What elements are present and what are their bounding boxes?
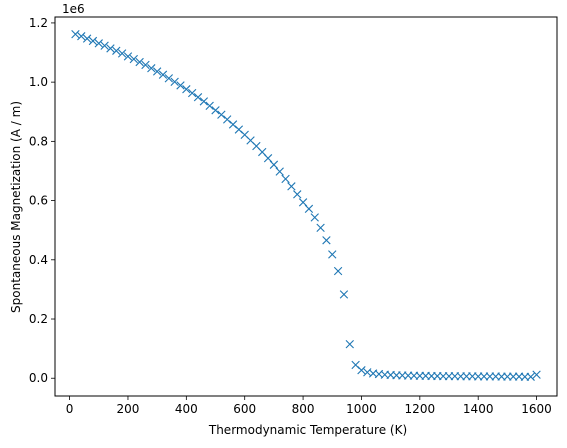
data-point [345, 339, 354, 349]
data-point [316, 223, 325, 233]
data-markers [71, 29, 541, 381]
data-point [182, 85, 191, 94]
x-tick-label: 400 [175, 402, 198, 416]
data-point [129, 54, 138, 64]
x-tick-label: 0 [66, 402, 74, 416]
data-point [293, 190, 302, 199]
data-point [82, 34, 92, 43]
data-point [100, 41, 109, 50]
data-point [187, 88, 197, 98]
data-point [281, 174, 290, 184]
data-point [123, 52, 133, 61]
data-point [141, 60, 150, 70]
data-point [77, 32, 86, 41]
data-point [170, 77, 179, 87]
x-tick-label: 1200 [405, 402, 436, 416]
y-axis-ticks: 0.0 0.2 0.4 0.6 0.8 1.0 1.2 [29, 16, 55, 385]
data-point [193, 93, 203, 102]
y-tick-label: 1.2 [29, 16, 48, 30]
y-tick-label: 1.0 [29, 75, 48, 89]
data-point [147, 64, 156, 73]
data-point [310, 213, 319, 222]
data-point [532, 370, 541, 379]
data-point [205, 101, 214, 111]
y-offset-label: 1e6 [62, 2, 85, 16]
data-point [199, 97, 209, 106]
y-tick-label: 0.0 [29, 371, 48, 385]
data-point [339, 290, 349, 299]
data-point [228, 120, 238, 129]
x-tick-label: 1000 [346, 402, 377, 416]
data-point [94, 39, 103, 48]
y-axis-label: Spontaneous Magnetization (A / m) [9, 101, 23, 313]
data-point [152, 67, 162, 76]
data-point [176, 81, 185, 90]
y-tick-label: 0.2 [29, 312, 48, 326]
x-axis-ticks: 0 200 400 600 800 1000 1200 1400 1600 [66, 396, 552, 416]
data-point [223, 115, 232, 124]
data-point [333, 266, 343, 276]
y-tick-label: 0.4 [29, 253, 48, 267]
data-point [304, 204, 314, 214]
x-tick-label: 1400 [463, 402, 494, 416]
data-point [217, 110, 226, 119]
data-point [158, 70, 168, 79]
y-tick-label: 0.8 [29, 134, 48, 148]
data-point [112, 46, 121, 55]
data-point [211, 106, 220, 115]
data-point [117, 49, 127, 58]
data-point [322, 236, 331, 245]
data-point [164, 74, 174, 83]
data-point [88, 36, 98, 46]
data-point [357, 366, 366, 375]
x-axis-label: Thermodynamic Temperature (K) [208, 423, 407, 437]
data-point [287, 182, 296, 191]
data-point [135, 57, 144, 67]
data-point [275, 167, 284, 176]
x-tick-label: 200 [117, 402, 140, 416]
y-tick-label: 0.6 [29, 194, 48, 208]
plot-frame [54, 16, 558, 397]
x-tick-label: 1600 [521, 402, 552, 416]
data-point [106, 44, 115, 53]
data-point [328, 250, 337, 259]
x-tick-label: 800 [292, 402, 315, 416]
data-point [526, 372, 535, 381]
data-point [269, 160, 279, 169]
data-point [71, 29, 80, 39]
x-tick-label: 600 [233, 402, 256, 416]
